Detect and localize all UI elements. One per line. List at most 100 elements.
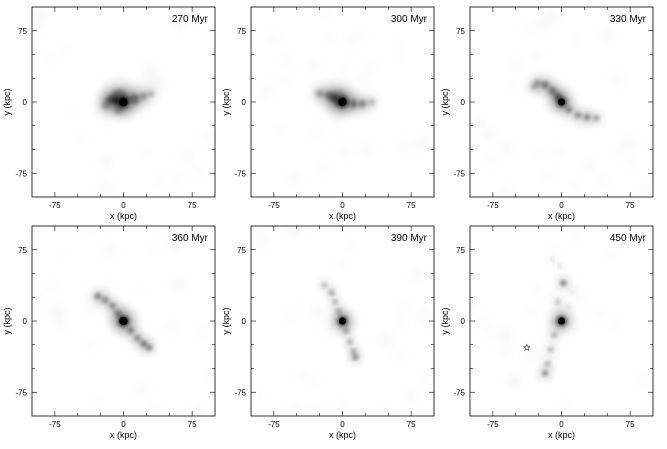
noise-patch [104,244,117,257]
density-blob [574,112,581,119]
noise-patch [393,350,405,362]
time-label: 300 Myr [391,14,428,25]
noise-patch [151,403,159,411]
noise-patch [33,26,42,35]
noise-patch [597,176,607,186]
noise-patch [87,306,96,315]
noise-patch [287,226,297,232]
density-blob [134,335,141,342]
x-tick-label: -75 [49,201,61,210]
density-blob [146,345,152,350]
noise-patch [338,259,348,269]
noise-patch [104,156,114,166]
y-tick-label: 0 [461,317,466,326]
x-axis-label: x (kpc) [548,430,575,440]
noise-patch [59,250,65,256]
noise-patch [101,119,109,127]
y-tick-label: 75 [456,246,465,255]
density-blob [349,100,358,108]
noise-patch [347,241,355,249]
time-label: 330 Myr [610,14,647,25]
noise-patch [404,391,416,403]
noise-patch [483,128,495,141]
density-blob [567,305,571,309]
density-blob [565,106,572,113]
y-axis-label: y (kpc) [440,88,450,115]
density-blob [584,114,591,121]
y-tick-label: 0 [242,98,247,107]
x-axis-label: x (kpc) [329,430,356,440]
x-axis-label: x (kpc) [110,430,137,440]
noise-patch [289,404,301,416]
panel-4: -75 -75 0 0 75 75 x (kpc) y (kpc) 360 Myr [2,225,216,440]
noise-patch [307,60,319,72]
noise-patch [422,375,429,382]
noise-patch [365,62,375,72]
x-tick-label: 75 [188,420,197,429]
density-blob [109,302,116,309]
noise-patch [339,402,347,410]
density-blob [561,280,566,286]
galaxy-density [249,32,379,172]
noise-patch [78,135,85,142]
noise-patch [71,111,77,117]
star-marker [522,343,531,351]
noise-patch [641,183,654,196]
time-label: 360 Myr [172,233,209,244]
galaxy-nucleus [119,97,128,107]
noise-patch [560,401,569,410]
noise-patch [144,62,153,71]
density-blob [353,354,358,360]
density-blob [534,80,541,86]
noise-patch [583,160,596,172]
noise-patch [499,345,510,356]
density-blob [101,102,109,110]
x-tick-label: 0 [121,420,126,429]
noise-patch [138,287,144,293]
noise-patch [180,149,194,163]
density-blob [368,99,375,105]
noise-patch [356,32,366,42]
noise-patch [614,147,624,157]
y-tick-label: 75 [18,27,27,36]
noise-patch [146,68,158,80]
noise-patch [32,290,43,301]
noise-patch [249,92,256,99]
y-tick-label: 0 [23,317,28,326]
density-blob [554,92,562,101]
noise-patch [193,166,202,175]
time-label: 390 Myr [391,233,428,244]
noise-patch [595,309,604,318]
noise-patch [502,328,511,337]
noise-patch [142,149,150,157]
density-blob [139,92,148,101]
time-label: 450 Myr [610,233,647,244]
noise-patch [276,125,285,134]
time-label: 270 Myr [172,14,209,25]
density-blob [321,282,327,288]
density-blob [343,328,349,333]
noise-patch [308,376,318,386]
noise-patch [136,384,148,396]
density-blob [358,100,367,108]
noise-patch [199,327,208,336]
density-blob [129,93,140,105]
noise-patch [426,324,433,331]
galaxy-density [470,232,604,410]
noise-patch [32,409,43,420]
density-blob [347,339,353,345]
density-blob [551,333,557,338]
noise-patch [601,30,613,42]
x-tick-label: 75 [626,420,635,429]
noise-patch [571,232,580,241]
x-tick-label: -75 [487,201,499,210]
density-blob [545,361,551,366]
noise-patch [48,281,57,290]
noise-patch [286,313,294,321]
noise-patch [333,118,342,128]
noise-patch [535,150,544,159]
panel-1: -75 -75 0 0 75 75 x (kpc) y (kpc) 270 Myr [2,6,216,221]
noise-patch [120,300,128,308]
noise-patch [103,281,111,289]
noise-patch [320,162,330,172]
